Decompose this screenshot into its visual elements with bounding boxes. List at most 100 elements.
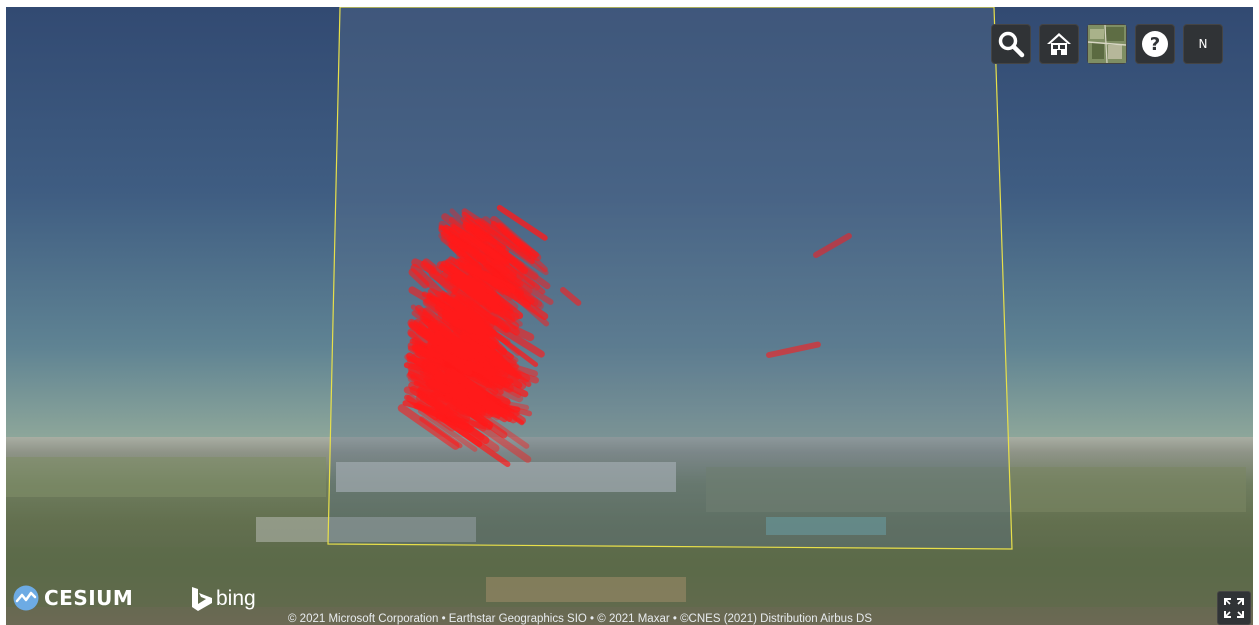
point-streak: [461, 211, 491, 237]
home-button[interactable]: [1039, 24, 1079, 64]
point-streak: [451, 273, 478, 300]
point-streak: [445, 295, 482, 324]
point-streak: [462, 308, 539, 368]
search-button[interactable]: [991, 24, 1031, 64]
point-streak: [475, 392, 518, 424]
point-streak: [475, 218, 535, 265]
point-streak: [452, 352, 504, 390]
point-streak: [435, 381, 464, 394]
point-streak: [449, 310, 511, 370]
navigation-help-button[interactable]: N: [1183, 24, 1223, 64]
point-streak: [429, 295, 457, 318]
point-streak: [441, 309, 519, 371]
point-streak: [475, 253, 532, 308]
point-streak: [465, 299, 499, 326]
point-streak: [426, 341, 451, 361]
point-streak: [481, 216, 525, 252]
point-streak: [415, 328, 461, 361]
point-streak: [465, 225, 518, 277]
point-streak: [409, 338, 441, 353]
point-streak: [438, 220, 483, 262]
point-streak: [409, 385, 454, 418]
point-streak: [438, 388, 476, 405]
point-streak: [465, 310, 490, 328]
point-streak: [459, 331, 500, 360]
point-streak: [404, 354, 477, 407]
imagery-credits[interactable]: © 2021 Microsoft Corporation • Earthstar…: [288, 613, 872, 625]
point-streak: [453, 340, 481, 362]
point-streak: [411, 344, 476, 391]
point-streak: [438, 225, 468, 253]
point-streak: [443, 382, 511, 406]
point-streak: [407, 368, 436, 385]
point-streak: [453, 327, 523, 389]
point-streak: [487, 271, 550, 327]
point-streak: [813, 233, 852, 258]
point-streak: [453, 370, 498, 404]
point-streak: [453, 391, 533, 417]
point-streak: [440, 237, 483, 270]
point-streak: [454, 398, 508, 439]
point-streak: [454, 258, 502, 286]
point-streak: [487, 275, 512, 296]
point-streak: [448, 241, 482, 274]
point-streak: [441, 385, 467, 404]
point-streak: [490, 278, 549, 321]
point-streak: [456, 305, 508, 356]
point-streak: [419, 369, 479, 394]
point-streak: [447, 369, 525, 426]
point-streak: [421, 359, 449, 382]
point-streak: [448, 264, 514, 315]
point-streak: [452, 377, 503, 415]
point-streak: [456, 395, 483, 414]
point-streak: [410, 263, 449, 302]
point-streak: [438, 224, 481, 258]
point-streak: [462, 221, 486, 242]
point-streak: [451, 225, 511, 265]
point-streak: [490, 220, 539, 258]
base-layer-picker-button[interactable]: [1087, 24, 1127, 64]
point-streak: [426, 343, 473, 376]
point-streak: [468, 317, 497, 338]
bing-logo-icon: [192, 587, 212, 611]
point-streak: [447, 273, 484, 306]
cesium-viewer[interactable]: ? N CESIUM bing © 2021 Microsoft Corpora…: [6, 7, 1253, 625]
point-streak: [458, 279, 520, 336]
point-streak: [442, 311, 491, 351]
point-streak: [449, 267, 475, 285]
point-streak: [465, 223, 498, 245]
point-streak: [461, 208, 531, 256]
point-streak: [475, 361, 508, 385]
point-streak: [467, 357, 506, 389]
point-streak: [460, 333, 532, 388]
point-streak: [450, 331, 490, 370]
point-streak: [420, 260, 457, 296]
point-streak: [442, 292, 475, 314]
terrain-field: [256, 517, 476, 542]
point-streak: [485, 261, 544, 310]
point-streak: [451, 314, 497, 350]
point-streak: [493, 246, 551, 290]
point-streak: [430, 391, 472, 417]
point-streak: [407, 371, 481, 406]
point-streak: [491, 268, 543, 308]
point-streak: [417, 343, 471, 383]
point-streak: [452, 307, 489, 343]
point-streak: [439, 358, 467, 375]
point-streak: [434, 408, 460, 426]
point-streak: [406, 358, 458, 396]
point-streak: [452, 394, 476, 411]
help-button[interactable]: ?: [1135, 24, 1175, 64]
fullscreen-button[interactable]: [1217, 591, 1251, 625]
point-streak: [446, 234, 486, 261]
point-streak: [464, 323, 521, 380]
point-streak: [449, 313, 479, 343]
point-streak: [429, 295, 479, 323]
point-streak: [424, 318, 475, 354]
point-streak: [466, 334, 503, 370]
cesium-logo[interactable]: CESIUM: [12, 584, 133, 612]
point-streak: [443, 393, 521, 413]
point-streak: [477, 270, 519, 310]
bing-logo[interactable]: bing: [190, 586, 256, 612]
point-streak: [436, 261, 483, 292]
